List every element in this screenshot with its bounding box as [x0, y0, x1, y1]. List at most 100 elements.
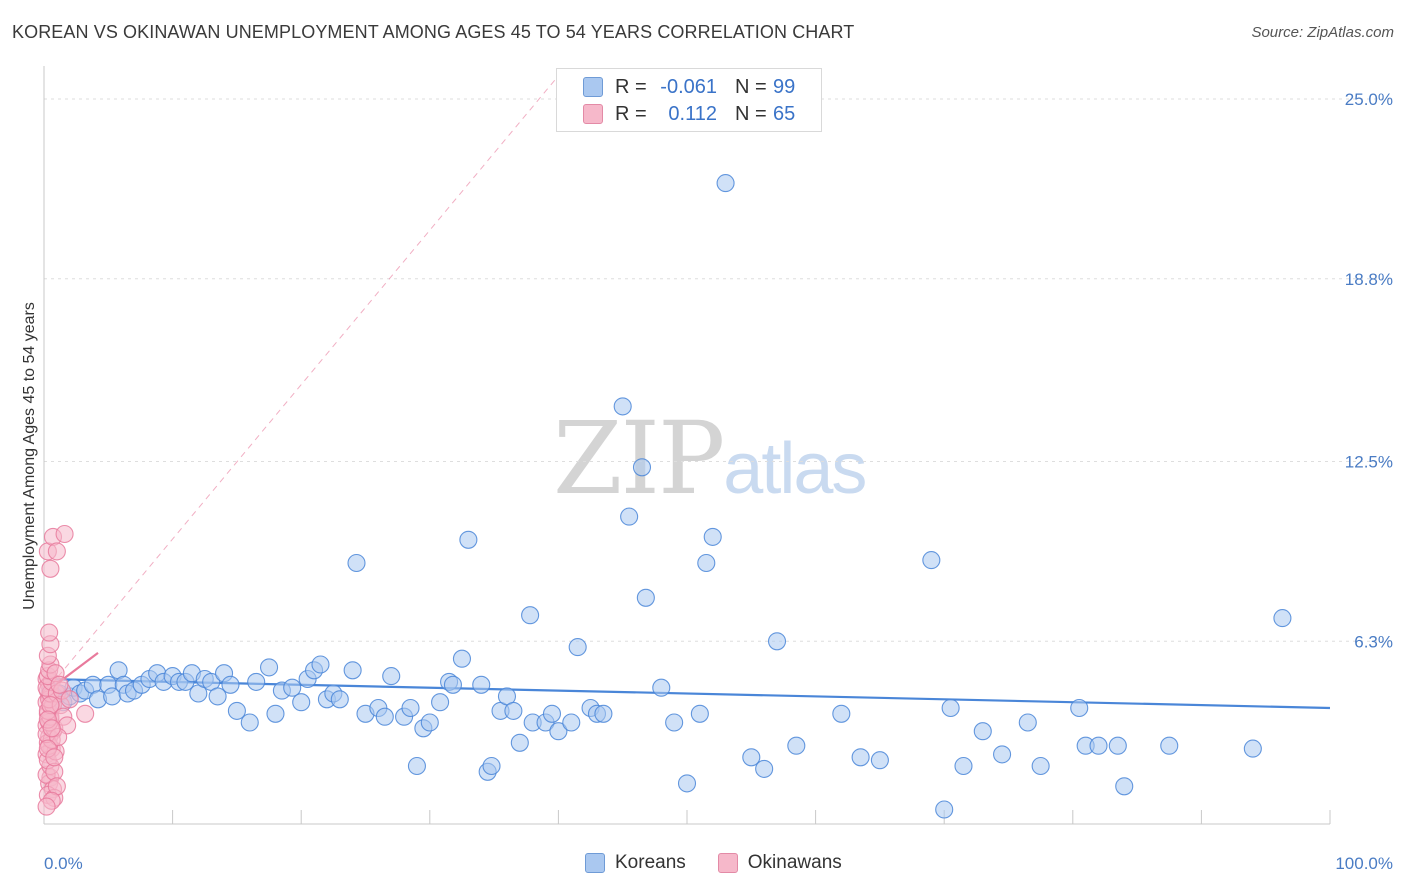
okinawans-swatch [717, 853, 738, 873]
r-label: R = [615, 102, 647, 125]
data-point-koreans [652, 678, 671, 697]
y-tick-labels: 6.3% 12.5% 18.8% 25.0% [1345, 90, 1393, 651]
data-point-koreans [382, 667, 401, 686]
data-point-koreans [1273, 609, 1292, 628]
data-point-koreans [266, 704, 285, 723]
okinawans-swatch [583, 104, 603, 124]
data-point-koreans [1070, 698, 1089, 718]
data-point-koreans [620, 507, 639, 526]
data-points [37, 174, 1292, 819]
data-point-koreans [594, 704, 613, 723]
data-point-koreans [247, 672, 266, 691]
data-point-koreans [1031, 756, 1050, 776]
data-point-koreans [922, 551, 941, 570]
data-point-koreans [343, 661, 362, 680]
trend-line-extension [43, 75, 559, 694]
data-point-koreans [941, 698, 960, 718]
data-point-koreans [1018, 713, 1037, 732]
data-point-koreans [347, 553, 366, 573]
watermark: ZIPatlas [553, 400, 867, 517]
data-point-koreans [227, 701, 246, 720]
data-point-koreans [562, 713, 581, 732]
data-point-koreans [935, 800, 954, 819]
data-point-koreans [993, 745, 1012, 764]
data-point-okinawans [40, 623, 59, 642]
data-point-koreans [832, 704, 851, 723]
data-point-koreans [568, 638, 587, 657]
data-point-koreans [240, 713, 259, 732]
data-point-okinawans [50, 675, 69, 694]
data-point-koreans [420, 713, 439, 732]
y-tick-label: 18.8% [1345, 270, 1393, 289]
data-point-koreans [716, 174, 735, 193]
data-point-koreans [755, 759, 774, 778]
legend-item-koreans[interactable]: Koreans [585, 852, 686, 874]
data-point-koreans [452, 649, 472, 668]
data-point-koreans [690, 704, 709, 723]
legend-row-okinawans: R = 0.112 N = 65 [583, 101, 795, 127]
data-point-koreans [697, 553, 716, 573]
data-point-okinawans [60, 690, 79, 709]
watermark-zip: ZIP [553, 400, 725, 517]
data-point-okinawans [41, 559, 60, 578]
data-point-koreans [1108, 736, 1127, 755]
data-point-koreans [443, 675, 462, 694]
data-point-koreans [504, 701, 523, 720]
data-point-koreans [459, 530, 478, 549]
data-point-koreans [613, 397, 632, 416]
x-tick-label: 100.0% [1335, 854, 1393, 873]
x-tick-labels: 0.0% 100.0% [44, 854, 1393, 873]
data-point-koreans [221, 675, 240, 694]
y-tick-label: 12.5% [1345, 453, 1393, 472]
data-point-koreans [632, 458, 652, 477]
data-point-koreans [1160, 736, 1179, 755]
data-point-okinawans [37, 797, 56, 816]
data-point-koreans [677, 774, 697, 793]
data-point-koreans [636, 588, 655, 607]
data-point-koreans [742, 748, 761, 767]
data-point-koreans [431, 693, 450, 712]
y-tick-label: 25.0% [1345, 90, 1393, 109]
data-point-koreans [208, 687, 227, 706]
n-label: N = [735, 75, 767, 98]
data-point-koreans [1115, 777, 1134, 796]
gridlines [44, 98, 1395, 642]
legend-label-okinawans: Okinawans [747, 852, 842, 873]
data-point-koreans [330, 690, 349, 709]
legend-row-koreans: R = -0.061 N = 99 [583, 74, 795, 100]
data-point-koreans [870, 751, 889, 770]
data-point-koreans [375, 707, 394, 726]
r-label: R = [615, 75, 647, 98]
correlation-legend: R = -0.061 N = 99 R = 0.112 N = 65 [556, 68, 822, 132]
n-label: N = [735, 102, 767, 125]
n-value: 65 [773, 102, 796, 125]
data-point-koreans [542, 704, 562, 723]
series-legend: Koreans Okinawans [585, 852, 874, 874]
data-point-koreans [665, 713, 684, 732]
data-point-koreans [292, 693, 311, 712]
data-point-koreans [401, 698, 420, 718]
data-point-koreans [482, 756, 501, 776]
y-axis-label: Unemployment Among Ages 45 to 54 years [21, 302, 38, 610]
data-point-okinawans [47, 542, 66, 561]
data-point-okinawans [55, 524, 74, 544]
data-point-koreans [767, 632, 787, 651]
data-point-koreans [973, 722, 992, 741]
trend-lines [43, 75, 1331, 710]
data-point-koreans [954, 756, 973, 776]
r-value: 0.112 [668, 102, 717, 125]
x-tick-label: 0.0% [44, 854, 83, 873]
koreans-swatch [585, 853, 605, 873]
data-point-koreans [472, 675, 491, 694]
data-point-koreans [1089, 736, 1108, 755]
data-point-koreans [851, 748, 870, 767]
chart-title: KOREAN VS OKINAWAN UNEMPLOYMENT AMONG AG… [12, 22, 855, 42]
data-point-koreans [787, 736, 806, 755]
data-point-koreans [407, 756, 426, 776]
data-point-okinawans [76, 704, 95, 723]
legend-item-okinawans[interactable]: Okinawans [717, 852, 842, 874]
data-point-koreans [703, 527, 722, 546]
data-point-koreans [283, 678, 302, 697]
watermark-atlas: atlas [723, 429, 867, 509]
